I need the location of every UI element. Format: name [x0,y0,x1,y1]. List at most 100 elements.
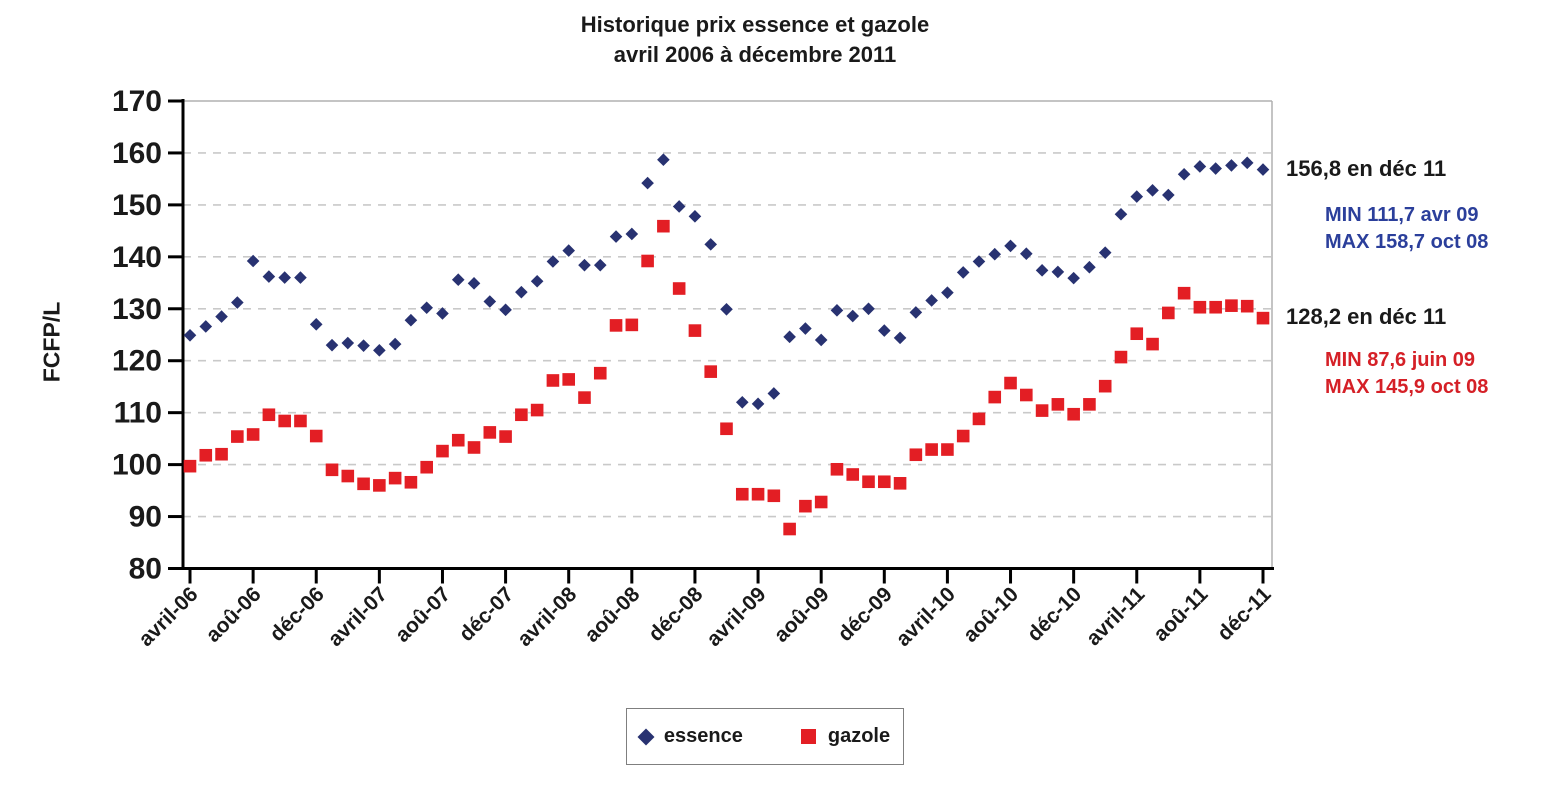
gazole-point [783,522,796,536]
gazole-point [609,319,623,332]
essence-point [451,273,465,286]
essence-point [578,258,591,272]
essence-point [199,320,213,333]
gazole-point [688,324,702,337]
gazole-point [467,441,481,454]
gazole-point [593,366,607,380]
essence-point [846,309,860,323]
gazole-point [199,448,213,462]
gazole-point [1177,286,1191,300]
essence-point [294,271,307,284]
essence-point [704,238,718,251]
essence-point [1083,260,1096,274]
x-tick-label: déc-10 [1023,583,1086,646]
y-tick-label: 130 [112,293,162,326]
essence-point [215,310,228,323]
essence-point [988,247,1002,261]
gazole-point [1209,300,1222,314]
gazole-point [814,495,828,509]
essence-point [625,227,639,241]
essence-point [735,395,749,409]
essence-point [1225,159,1238,172]
essence-point [404,313,418,327]
gazole-point [1240,299,1254,313]
gazole-point [751,487,765,501]
chart-title-line2: avril 2006 à décembre 2011 [613,42,897,67]
annotation-gazole-min: MIN 87,6 juin 09 [1325,349,1476,371]
annotation-essence-max: MAX 158,7 oct 08 [1325,231,1489,253]
essence-point [515,285,528,299]
gazole-point [341,469,355,483]
essence-point [357,339,370,352]
gazole-point [562,373,576,386]
gazole-point [1083,398,1096,411]
gazole-point [515,408,528,422]
gazole-point [325,463,339,477]
gazole-point [925,443,938,456]
annotation-essence-min: MIN 111,7 avr 09 [1325,204,1479,226]
gazole-point [1020,388,1033,402]
axes [181,99,1274,570]
essence-point [941,286,954,299]
gazole-point [941,443,954,456]
x-tick-label: avril-09 [702,583,770,651]
gazole-point [1004,376,1017,390]
gazole-point [830,462,844,476]
gazole-point [530,403,544,417]
chart-title-line1: Historique prix essence et gazole [580,12,930,37]
x-tick-label: aoû-08 [580,583,644,647]
essence-point [1146,184,1159,197]
essence-point [909,306,923,319]
gazole-point [893,477,907,490]
essence-point [1162,188,1175,202]
gazole-point [404,475,418,489]
x-tick-label: déc-08 [644,583,708,647]
essence-point [972,255,986,268]
gazole-point [1256,311,1270,325]
essence-point [1051,265,1065,279]
essence-point [325,338,339,352]
essence-point [751,397,765,411]
gazole-point [735,487,749,501]
y-tick-label: 110 [114,397,162,430]
annotation-gazole-last: 128,2 en déc 11 [1286,304,1447,329]
gazole-point [578,391,591,404]
essence-point [1209,162,1222,175]
x-tick-label: aoû-07 [391,583,455,647]
x-tick-label: déc-11 [1213,583,1276,646]
x-tick-label: avril-10 [892,583,960,651]
essence-point [657,153,670,166]
gazole-point [1067,407,1080,421]
essence-point [767,387,781,400]
gazole-point [1114,350,1128,364]
gazole-point [436,444,449,458]
essence-point [783,330,796,344]
gazole-point [972,412,986,426]
essence-point [467,277,481,290]
essence-point [641,176,654,190]
y-tick-label: 80 [129,553,162,586]
essence-point [183,328,197,342]
gazole-point [799,499,812,513]
gazole-point [625,318,639,332]
gazole-point [294,414,307,428]
essence-point [1256,163,1270,176]
gazole-point [231,430,244,443]
annotation-gazole-max: MAX 145,9 oct 08 [1325,376,1489,398]
essence-point [1067,271,1080,285]
gazole-point [956,429,970,443]
gazole-point [1193,300,1207,314]
x-tick-label: aoû-06 [202,583,266,647]
gazole-point [877,475,891,489]
essence-point [862,302,875,316]
annotation-essence-last: 156,8 en déc 11 [1286,156,1447,181]
y-tick-label: 100 [112,449,162,482]
gazole-point [657,219,670,233]
essence-point [246,254,260,268]
essence-point [262,270,276,283]
essence-point [341,336,355,350]
essence-point [672,200,686,213]
